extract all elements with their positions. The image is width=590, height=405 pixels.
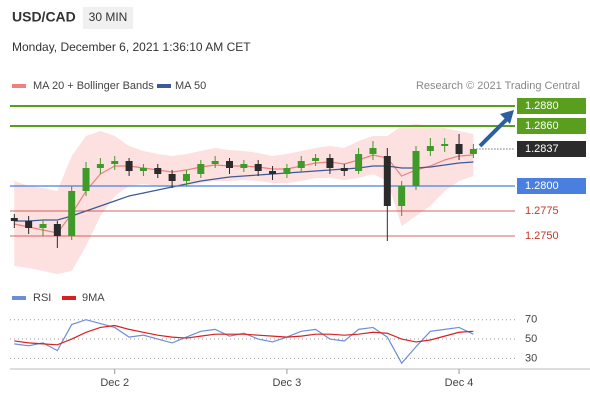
candle-body xyxy=(39,224,47,228)
candle-body xyxy=(10,218,18,221)
candle-body xyxy=(53,224,61,236)
candle-body xyxy=(125,161,133,171)
x-tick-label: Dec 4 xyxy=(445,377,474,389)
level-box xyxy=(517,141,586,157)
symbol: USD/CAD xyxy=(12,9,76,25)
candle-body xyxy=(469,149,477,154)
candle-body xyxy=(168,174,176,181)
legend-swatch xyxy=(12,84,26,88)
source: Research © 2021 Trading Central xyxy=(416,80,580,92)
legend-swatch xyxy=(157,84,171,88)
level-label: 1.2750 xyxy=(525,230,559,242)
level-box xyxy=(517,178,586,194)
rsi-tick-label: 30 xyxy=(525,352,537,364)
legend-swatch xyxy=(62,296,76,300)
candle-body xyxy=(412,151,420,186)
candle-body xyxy=(68,191,76,236)
candle-body xyxy=(398,186,406,206)
legend-label: MA 20 + Bollinger Bands xyxy=(33,80,154,92)
level-label: 1.2775 xyxy=(525,205,559,217)
rsi-tick-label: 70 xyxy=(525,314,537,326)
candle-body xyxy=(197,164,205,174)
timeframe-box xyxy=(83,7,133,29)
candle-body xyxy=(226,161,234,168)
x-tick-label: Dec 3 xyxy=(273,377,302,389)
legend-label: 9MA xyxy=(82,292,105,304)
candle-body xyxy=(283,168,291,174)
candle-body xyxy=(340,168,348,171)
timeframe: 30 MIN xyxy=(89,10,128,24)
x-tick-label: Dec 2 xyxy=(100,377,129,389)
rsi-line xyxy=(14,319,474,365)
rsi-ma-line xyxy=(14,324,474,346)
candle-body xyxy=(383,156,391,206)
candle-body xyxy=(426,146,434,151)
candle-body xyxy=(82,168,90,191)
candle-body xyxy=(154,168,162,174)
date-time: Monday, December 6, 2021 1:36:10 AM CET xyxy=(12,40,251,54)
arrow-head xyxy=(500,110,514,124)
candle-body xyxy=(96,164,104,168)
candle-body xyxy=(25,221,33,228)
plot: 1.2880 1.2860 1.2837 1.2800 1.2775 1.2750 30 50… xyxy=(10,98,586,389)
candle-body xyxy=(269,171,277,174)
ma50-line xyxy=(14,161,474,222)
level-label: 1.2860 xyxy=(525,120,559,132)
level-label: 1.2837 xyxy=(525,143,559,155)
level-label: 1.2880 xyxy=(525,100,559,112)
legend-label: RSI xyxy=(33,292,51,304)
candle-body xyxy=(211,161,219,164)
candle-body xyxy=(455,144,463,154)
candle-body xyxy=(326,158,334,168)
candle-body xyxy=(139,168,147,171)
legend-swatch xyxy=(12,296,26,300)
candle-body xyxy=(441,144,449,146)
candle-body xyxy=(369,148,377,154)
candle-body xyxy=(111,161,119,164)
candle-body xyxy=(182,174,190,181)
level-box xyxy=(517,98,586,114)
candle-body xyxy=(254,164,262,171)
level-label: 1.2800 xyxy=(525,180,559,192)
legend-label: MA 50 xyxy=(175,80,206,92)
rsi-tick-label: 50 xyxy=(525,333,537,345)
candle-body xyxy=(240,164,248,168)
level-box xyxy=(517,118,586,134)
candle-body xyxy=(355,154,363,171)
arrow xyxy=(478,116,510,148)
candle-body xyxy=(297,161,305,168)
candle-body xyxy=(312,158,320,161)
